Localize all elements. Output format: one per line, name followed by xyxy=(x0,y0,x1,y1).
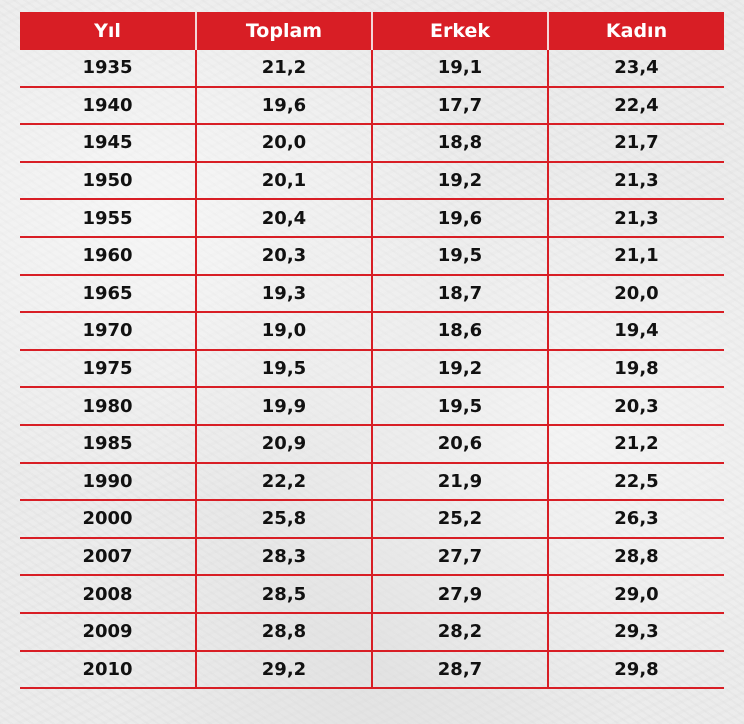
cell-year: 1990 xyxy=(20,462,197,502)
table-row: 2008 28,5 27,9 29,0 xyxy=(20,575,724,614)
cell-female: 29,8 xyxy=(547,650,724,690)
cell-year: 1970 xyxy=(20,312,197,351)
cell-year: 1965 xyxy=(20,274,197,314)
cell-female: 22,5 xyxy=(547,462,724,502)
column-header-female: Kadın xyxy=(547,12,724,50)
table-row: 2010 29,2 28,7 29,8 xyxy=(20,650,724,690)
cell-female: 23,4 xyxy=(547,50,724,88)
data-table-container: Yıl Toplam Erkek Kadın 1935 21,2 19,1 23,4 1… xyxy=(20,12,724,690)
table-row: 1980 19,9 19,5 20,3 xyxy=(20,387,724,426)
cell-year: 1985 xyxy=(20,424,197,464)
cell-year: 1955 xyxy=(20,199,197,238)
cell-total: 20,1 xyxy=(195,161,373,201)
table-header: Yıl Toplam Erkek Kadın xyxy=(20,12,724,50)
cell-total: 28,5 xyxy=(195,575,373,614)
cell-year: 1950 xyxy=(20,161,197,201)
table-row: 1935 21,2 19,1 23,4 xyxy=(20,50,724,88)
table-row: 1990 22,2 21,9 22,5 xyxy=(20,462,724,502)
header-row: Yıl Toplam Erkek Kadın xyxy=(20,12,724,50)
cell-total: 29,2 xyxy=(195,650,373,690)
cell-male: 19,5 xyxy=(371,387,549,426)
cell-female: 21,7 xyxy=(547,124,724,163)
cell-male: 28,7 xyxy=(371,650,549,690)
cell-year: 2008 xyxy=(20,575,197,614)
table-row: 1965 19,3 18,7 20,0 xyxy=(20,274,724,314)
cell-male: 19,2 xyxy=(371,349,549,389)
cell-year: 1940 xyxy=(20,86,197,126)
cell-male: 19,2 xyxy=(371,161,549,201)
table-row: 2009 28,8 28,2 29,3 xyxy=(20,612,724,652)
cell-year: 2010 xyxy=(20,650,197,690)
table-row: 1945 20,0 18,8 21,7 xyxy=(20,124,724,163)
cell-female: 28,8 xyxy=(547,537,724,577)
table-row: 1955 20,4 19,6 21,3 xyxy=(20,199,724,238)
cell-total: 19,3 xyxy=(195,274,373,314)
cell-male: 19,1 xyxy=(371,50,549,88)
cell-total: 25,8 xyxy=(195,500,373,539)
cell-male: 18,6 xyxy=(371,312,549,351)
cell-total: 21,2 xyxy=(195,50,373,88)
cell-male: 20,6 xyxy=(371,424,549,464)
table-row: 1950 20,1 19,2 21,3 xyxy=(20,161,724,201)
cell-total: 20,3 xyxy=(195,236,373,276)
cell-male: 18,8 xyxy=(371,124,549,163)
table-row: 1940 19,6 17,7 22,4 xyxy=(20,86,724,126)
cell-female: 19,8 xyxy=(547,349,724,389)
table-body: 1935 21,2 19,1 23,4 1940 19,6 17,7 22,4 1945 20,0… xyxy=(20,50,724,690)
cell-total: 20,4 xyxy=(195,199,373,238)
cell-male: 19,5 xyxy=(371,236,549,276)
table-row: 1975 19,5 19,2 19,8 xyxy=(20,349,724,389)
data-table: Yıl Toplam Erkek Kadın 1935 21,2 19,1 23,4 1… xyxy=(20,12,724,690)
cell-total: 20,9 xyxy=(195,424,373,464)
cell-year: 1960 xyxy=(20,236,197,276)
cell-male: 25,2 xyxy=(371,500,549,539)
cell-year: 2009 xyxy=(20,612,197,652)
cell-year: 1935 xyxy=(20,50,197,88)
cell-total: 19,6 xyxy=(195,86,373,126)
cell-total: 22,2 xyxy=(195,462,373,502)
cell-female: 26,3 xyxy=(547,500,724,539)
table-row: 1985 20,9 20,6 21,2 xyxy=(20,424,724,464)
cell-male: 21,9 xyxy=(371,462,549,502)
cell-year: 1945 xyxy=(20,124,197,163)
cell-male: 27,7 xyxy=(371,537,549,577)
cell-total: 28,3 xyxy=(195,537,373,577)
cell-female: 20,0 xyxy=(547,274,724,314)
cell-female: 21,2 xyxy=(547,424,724,464)
cell-female: 29,0 xyxy=(547,575,724,614)
cell-female: 22,4 xyxy=(547,86,724,126)
cell-female: 19,4 xyxy=(547,312,724,351)
cell-total: 20,0 xyxy=(195,124,373,163)
cell-male: 27,9 xyxy=(371,575,549,614)
cell-total: 19,0 xyxy=(195,312,373,351)
cell-male: 19,6 xyxy=(371,199,549,238)
cell-year: 2000 xyxy=(20,500,197,539)
column-header-year: Yıl xyxy=(20,12,197,50)
column-header-total: Toplam xyxy=(195,12,373,50)
column-header-male: Erkek xyxy=(371,12,549,50)
cell-total: 19,9 xyxy=(195,387,373,426)
table-row: 1960 20,3 19,5 21,1 xyxy=(20,236,724,276)
cell-female: 21,1 xyxy=(547,236,724,276)
cell-total: 19,5 xyxy=(195,349,373,389)
cell-male: 18,7 xyxy=(371,274,549,314)
table-row: 2000 25,8 25,2 26,3 xyxy=(20,500,724,539)
cell-female: 21,3 xyxy=(547,199,724,238)
table-row: 1970 19,0 18,6 19,4 xyxy=(20,312,724,351)
cell-male: 28,2 xyxy=(371,612,549,652)
cell-female: 20,3 xyxy=(547,387,724,426)
cell-male: 17,7 xyxy=(371,86,549,126)
cell-year: 2007 xyxy=(20,537,197,577)
cell-female: 29,3 xyxy=(547,612,724,652)
cell-year: 1980 xyxy=(20,387,197,426)
table-row: 2007 28,3 27,7 28,8 xyxy=(20,537,724,577)
cell-year: 1975 xyxy=(20,349,197,389)
cell-total: 28,8 xyxy=(195,612,373,652)
cell-female: 21,3 xyxy=(547,161,724,201)
